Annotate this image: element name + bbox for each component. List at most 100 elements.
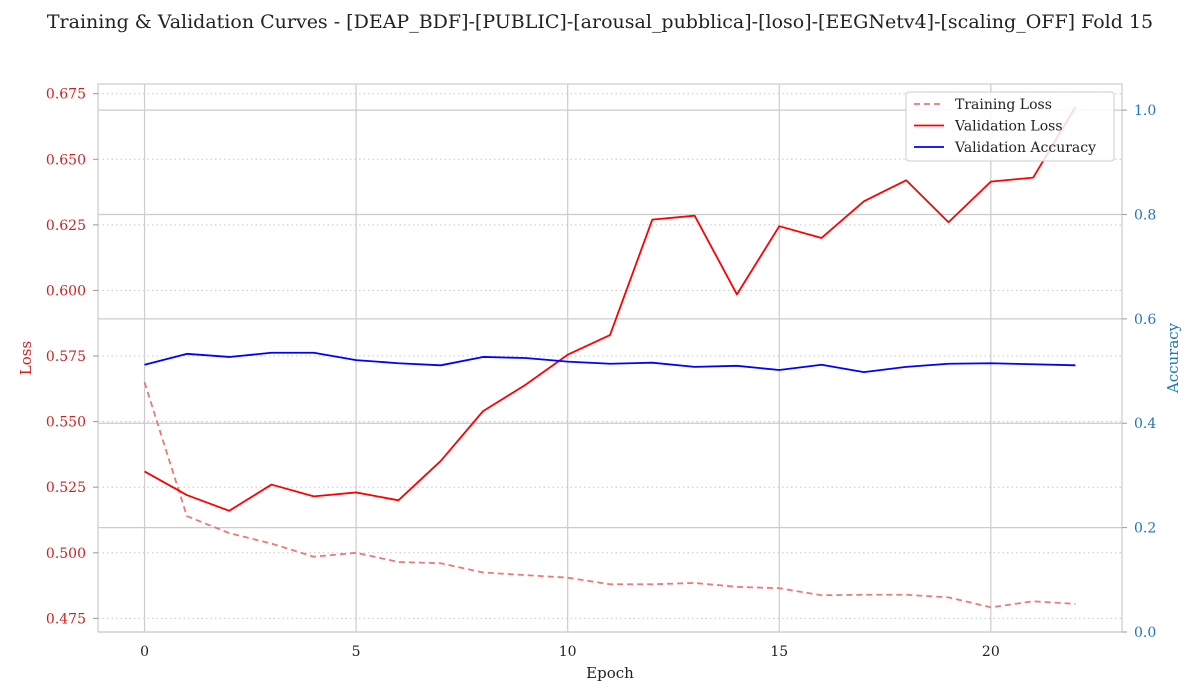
data-point-validation-loss: [778, 225, 780, 227]
x-tick-label: 10: [559, 644, 577, 660]
data-point-training-loss: [863, 594, 865, 596]
data-point-training-loss: [693, 582, 695, 584]
data-point-validation-loss: [566, 354, 568, 356]
left-tick-label: 0.525: [46, 480, 86, 496]
plot-frame: [97, 83, 1123, 633]
left-tick-label: 0.475: [46, 611, 86, 627]
data-point-validation-accuracy: [947, 363, 949, 365]
x-tick-label: 0: [140, 644, 149, 660]
data-point-validation-loss: [905, 179, 907, 181]
data-point-validation-loss: [947, 221, 949, 223]
legend-label: Validation Accuracy: [954, 140, 1096, 156]
left-tick-label: 0.550: [46, 415, 86, 431]
right-tick-label: 0.8: [1134, 207, 1156, 223]
left-axis-ticks: 0.475 0.500 0.525 0.550 0.575 0.600 0.625 0.650…: [46, 87, 98, 627]
data-point-training-loss: [482, 571, 484, 573]
data-point-validation-accuracy: [693, 366, 695, 368]
legend: Training Loss Validation Loss Validation A…: [905, 91, 1115, 162]
data-point-validation-accuracy: [1032, 363, 1034, 365]
left-axis-label: Loss: [17, 341, 35, 375]
right-tick-label: 1.0: [1134, 103, 1156, 119]
right-tick-label: 0.0: [1134, 625, 1156, 641]
data-point-validation-accuracy: [990, 362, 992, 364]
data-point-training-loss: [905, 594, 907, 596]
data-point-training-loss: [1074, 603, 1076, 605]
right-axis-label: Accuracy: [1164, 322, 1182, 394]
data-point-validation-accuracy: [651, 361, 653, 363]
data-point-validation-accuracy: [566, 360, 568, 362]
series-layer: [143, 106, 1077, 609]
data-point-training-loss: [736, 586, 738, 588]
data-point-validation-loss: [313, 495, 315, 497]
data-point-validation-accuracy: [1074, 364, 1076, 366]
data-point-validation-loss: [355, 491, 357, 493]
x-tick-label: 5: [352, 644, 361, 660]
data-point-validation-accuracy: [397, 362, 399, 364]
x-tick-label: 15: [770, 644, 788, 660]
legend-box: [905, 91, 1115, 162]
data-point-validation-loss: [990, 180, 992, 182]
left-tick-label: 0.650: [46, 152, 86, 168]
legend-label: Training Loss: [955, 97, 1052, 113]
x-tick-label: 20: [982, 644, 1000, 660]
right-axis-grid: [98, 109, 1122, 633]
data-point-training-loss: [186, 515, 188, 517]
data-point-training-loss: [524, 574, 526, 576]
left-tick-label: 0.675: [46, 87, 86, 103]
data-point-validation-accuracy: [228, 356, 230, 358]
data-point-validation-accuracy: [482, 356, 484, 358]
data-point-training-loss: [397, 561, 399, 563]
data-point-validation-loss: [863, 200, 865, 202]
data-point-training-loss: [270, 542, 272, 544]
data-point-validation-accuracy: [778, 369, 780, 371]
data-point-validation-loss: [1032, 176, 1034, 178]
left-tick-label: 0.600: [46, 283, 86, 299]
data-point-validation-accuracy: [863, 371, 865, 373]
data-point-validation-loss: [693, 214, 695, 216]
data-point-training-loss: [990, 606, 992, 608]
data-point-training-loss: [143, 381, 145, 383]
left-tick-label: 0.575: [46, 349, 86, 365]
data-point-validation-loss: [736, 293, 738, 295]
x-axis-grid: [143, 84, 992, 632]
series-line-validation-accuracy: [144, 351, 1076, 373]
data-point-training-loss: [228, 532, 230, 534]
legend-label: Validation Loss: [954, 119, 1063, 135]
data-point-training-loss: [820, 594, 822, 596]
series-line-validation-loss: [144, 106, 1077, 512]
data-point-training-loss: [440, 562, 442, 564]
x-axis-ticks: 0 5 10 15 20: [140, 644, 1000, 660]
data-point-validation-loss: [228, 510, 230, 512]
data-point-training-loss: [313, 556, 315, 558]
series-line-training-loss: [143, 381, 1076, 609]
data-point-validation-accuracy: [270, 352, 272, 354]
data-point-validation-loss: [820, 237, 822, 239]
data-point-validation-loss: [397, 499, 399, 501]
data-point-validation-accuracy: [820, 364, 822, 366]
data-point-validation-accuracy: [186, 353, 188, 355]
data-point-validation-accuracy: [143, 364, 145, 366]
data-point-validation-loss: [270, 483, 272, 485]
data-point-training-loss: [778, 587, 780, 589]
right-axis-ticks: 0.0 0.2 0.4 0.6 0.8 1.0: [1122, 103, 1156, 641]
data-point-training-loss: [566, 576, 568, 578]
data-point-validation-loss: [143, 470, 145, 472]
data-point-training-loss: [609, 583, 611, 585]
data-point-validation-loss: [524, 384, 526, 386]
left-axis-grid: [98, 93, 1122, 619]
left-tick-label: 0.500: [46, 546, 86, 562]
data-point-validation-loss: [482, 410, 484, 412]
data-point-training-loss: [355, 552, 357, 554]
data-point-training-loss: [947, 596, 949, 598]
data-point-validation-accuracy: [905, 366, 907, 368]
data-point-validation-accuracy: [313, 352, 315, 354]
x-axis-label: Epoch: [586, 664, 634, 682]
data-point-training-loss: [1032, 600, 1034, 602]
data-point-validation-loss: [609, 334, 611, 336]
data-point-validation-accuracy: [440, 364, 442, 366]
left-tick-label: 0.625: [46, 218, 86, 234]
data-point-validation-accuracy: [355, 359, 357, 361]
data-point-validation-loss: [651, 218, 653, 220]
data-point-validation-loss: [186, 494, 188, 496]
